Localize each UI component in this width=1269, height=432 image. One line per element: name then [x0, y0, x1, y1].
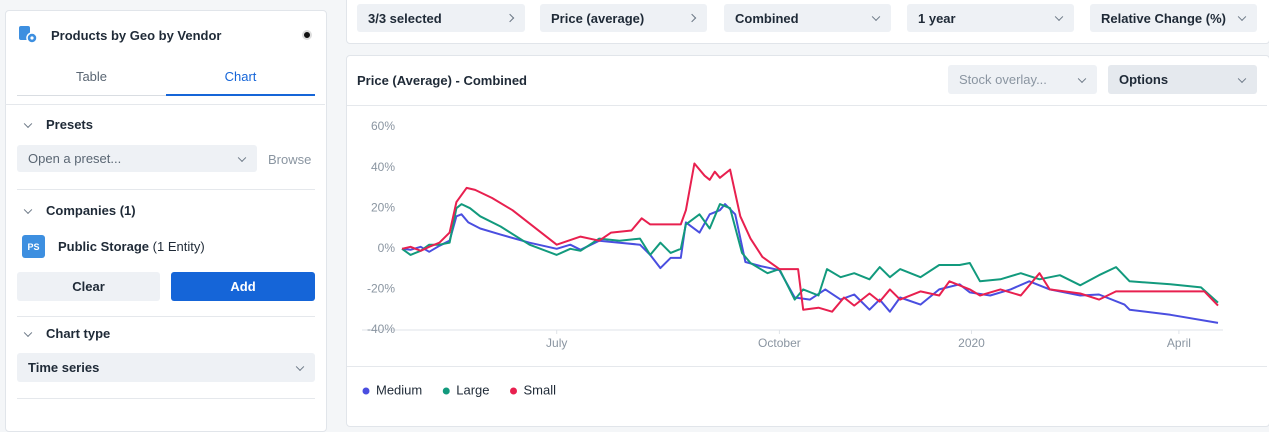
toolbar-dropdown[interactable]: Combined [724, 4, 891, 32]
y-tick-label: -20% [367, 282, 395, 296]
legend-label: Large [456, 382, 489, 397]
label: Companies [46, 203, 117, 218]
series-line [401, 203, 1219, 304]
value: 3/3 selected [368, 10, 442, 26]
company-name: Public Storage [58, 239, 150, 254]
y-tick-label: 20% [371, 200, 395, 214]
status-dot [302, 30, 312, 40]
value: 1 year [918, 10, 956, 26]
divider [347, 366, 1267, 367]
company-badge: PS [22, 235, 45, 258]
y-tick-label: 0% [378, 241, 396, 255]
app-icon [19, 26, 38, 44]
x-tick-label: July [546, 336, 567, 350]
y-tick-label: 60% [371, 119, 395, 133]
series-line [401, 203, 1219, 324]
value: Relative Change (%) [1101, 10, 1226, 26]
toolbar-dropdown[interactable]: Price (average) [540, 4, 707, 32]
chart: 60% 40% 20% 0% -20% -40% July October 2020 April M… [362, 119, 1223, 397]
placeholder: Stock overlay... [959, 72, 1047, 87]
x-tick-label: April [1167, 336, 1191, 350]
divider [347, 105, 1267, 106]
value: Price (average) [551, 10, 645, 26]
divider [17, 398, 315, 399]
tab-line [17, 95, 166, 96]
chart-panel [346, 55, 1269, 427]
section-label[interactable]: Chart type [46, 326, 111, 341]
section-label[interactable]: Presets [46, 117, 93, 132]
entities: (1 Entity) [152, 239, 205, 254]
clear-button[interactable]: Clear [17, 272, 160, 301]
series-line [401, 162, 1219, 313]
divider [5, 104, 325, 105]
count: (1) [119, 203, 136, 218]
value: Options [1119, 72, 1169, 87]
options-select[interactable]: Options [1108, 65, 1257, 94]
add-button[interactable]: Add [171, 272, 315, 301]
placeholder: Open a preset... [28, 151, 122, 166]
y-tick-label: -40% [367, 322, 395, 336]
toolbar-dropdown[interactable]: Relative Change (%) [1090, 4, 1257, 32]
tab-active[interactable]: Chart [224, 69, 257, 84]
sidebar-title: Products by Geo by Vendor [51, 28, 222, 43]
chart-title: Price (Average) - Combined [357, 73, 528, 88]
legend-marker [362, 387, 370, 395]
legend-marker [510, 387, 517, 395]
preset-select[interactable]: Open a preset... [17, 145, 257, 172]
legend-marker [442, 387, 450, 395]
value: Time series [28, 360, 100, 375]
page: Products by Geo by Vendor Table Chart Pr… [5, 0, 1269, 432]
chart-type-select[interactable]: Time series [17, 353, 315, 382]
value: Combined [735, 10, 799, 26]
stock-overlay-select[interactable]: Stock overlay... [948, 65, 1097, 94]
y-tick-label: 40% [371, 160, 395, 174]
legend-label: Medium [376, 382, 422, 397]
legend-label: Small [524, 382, 557, 397]
company[interactable]: Public Storage (1 Entity) [58, 239, 205, 254]
x-tick-label: October [758, 336, 801, 350]
divider [17, 316, 315, 317]
divider [17, 189, 315, 190]
browse-link[interactable]: Browse [268, 152, 312, 167]
x-tick-label: 2020 [958, 336, 985, 350]
section-label[interactable]: Companies (1) [46, 203, 136, 218]
toolbar-dropdown[interactable]: 3/3 selected [357, 4, 525, 32]
toolbar-dropdown[interactable]: 1 year [907, 4, 1074, 32]
tab[interactable]: Table [75, 69, 108, 84]
tab-underline [166, 94, 315, 96]
